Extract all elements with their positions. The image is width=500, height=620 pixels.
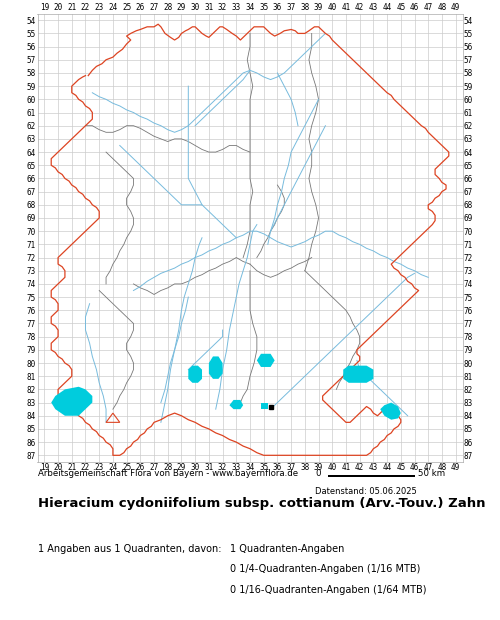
Text: 1 Quadranten-Angaben: 1 Quadranten-Angaben [230, 544, 344, 554]
Polygon shape [261, 402, 268, 409]
Polygon shape [209, 356, 222, 379]
Polygon shape [188, 366, 202, 383]
Text: Datenstand: 05.06.2025: Datenstand: 05.06.2025 [315, 487, 417, 496]
Text: Hieracium cydoniifolium subsp. cottianum (Arv.-Touv.) Zahn: Hieracium cydoniifolium subsp. cottianum… [38, 497, 485, 510]
Polygon shape [257, 354, 274, 367]
Polygon shape [343, 366, 374, 383]
Text: 0: 0 [315, 469, 320, 479]
Polygon shape [51, 387, 92, 416]
Text: Arbeitsgemeinschaft Flora von Bayern - www.bayernflora.de: Arbeitsgemeinschaft Flora von Bayern - w… [38, 469, 298, 479]
Text: 0 1/4-Quadranten-Angaben (1/16 MTB): 0 1/4-Quadranten-Angaben (1/16 MTB) [230, 564, 420, 574]
Polygon shape [380, 402, 401, 420]
Text: 50 km: 50 km [418, 469, 444, 479]
Text: 0 1/16-Quadranten-Angaben (1/64 MTB): 0 1/16-Quadranten-Angaben (1/64 MTB) [230, 585, 426, 595]
Text: 1 Angaben aus 1 Quadranten, davon:: 1 Angaben aus 1 Quadranten, davon: [38, 544, 221, 554]
Polygon shape [230, 400, 243, 409]
